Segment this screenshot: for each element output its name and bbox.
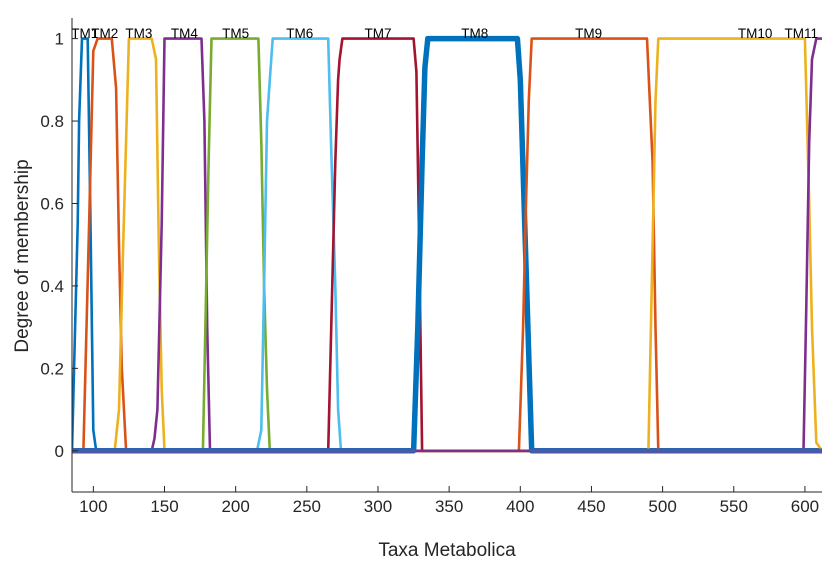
- series-label-tm9: TM9: [575, 26, 602, 41]
- series-label-tm11: TM11: [784, 26, 818, 41]
- x-tick-label: 200: [221, 497, 249, 516]
- x-axis-label: Taxa Metabolica: [378, 540, 516, 561]
- y-tick-label: 0.2: [40, 359, 64, 378]
- x-tick-label: 500: [648, 497, 676, 516]
- series-line-tm5: [72, 37, 822, 453]
- series-layer: [72, 35, 822, 454]
- y-tick-label: 1: [55, 30, 64, 49]
- y-tick-label: 0.6: [40, 194, 64, 213]
- series-label-tm3: TM3: [125, 26, 152, 41]
- series-line-tm9: [72, 37, 822, 453]
- series-label-tm7: TM7: [364, 26, 391, 41]
- series-line-tm2: [72, 37, 822, 453]
- series-line-tm3: [72, 37, 822, 453]
- x-tick-label: 150: [150, 497, 178, 516]
- y-tick-label: 0.8: [40, 112, 64, 131]
- y-tick-label: 0.4: [40, 277, 64, 296]
- axes-layer: 100 150 200 250 300 350 400 450 500 550 600 0 0.2 0.4…: [40, 18, 822, 516]
- x-tick-label: 350: [435, 497, 463, 516]
- x-tick-label: 400: [506, 497, 534, 516]
- y-axis-label: Degree of membership: [12, 159, 33, 352]
- x-tick-label: 550: [720, 497, 748, 516]
- series-label-tm5: TM5: [222, 26, 249, 41]
- series-label-tm1: TM1: [71, 26, 98, 41]
- series-label-tm6: TM6: [286, 26, 313, 41]
- y-tick-label: 0: [55, 442, 64, 461]
- x-tick-label: 600: [791, 497, 819, 516]
- series-line-tm8: [72, 35, 822, 454]
- x-tick-label: 100: [79, 497, 107, 516]
- x-tick-label: 450: [577, 497, 605, 516]
- series-line-tm4: [72, 37, 822, 453]
- series-line-tm1: [72, 37, 822, 453]
- series-label-tm8: TM8: [461, 26, 488, 41]
- x-tick-label: 250: [293, 497, 321, 516]
- plot-background: [72, 18, 822, 492]
- x-tick-label: 300: [364, 497, 392, 516]
- series-label-tm10: TM10: [738, 26, 773, 41]
- series-line-tm10: [72, 37, 822, 453]
- series-label-tm2: TM2: [91, 26, 118, 41]
- series-line-tm6: [72, 37, 822, 453]
- series-label-tm4: TM4: [171, 26, 198, 41]
